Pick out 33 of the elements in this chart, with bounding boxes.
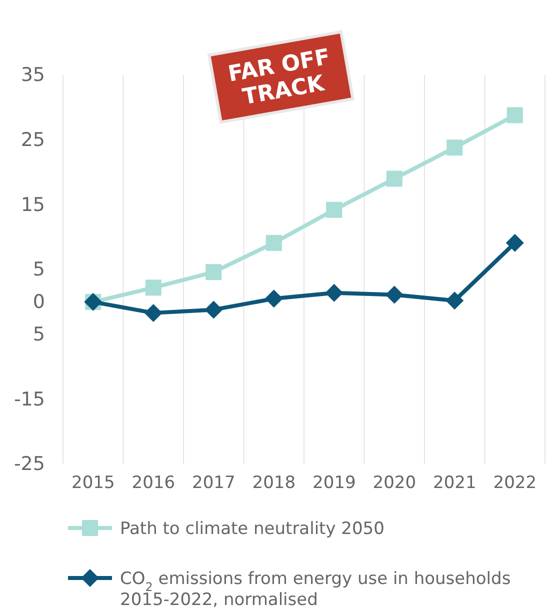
y-tick-label: 5 — [32, 258, 45, 281]
x-tick-label: 2021 — [432, 473, 476, 494]
point — [506, 234, 524, 252]
y-tick-label: 35 — [20, 64, 45, 86]
y-tick-label: -25 — [14, 453, 45, 476]
point — [506, 107, 523, 124]
x-tick-label: 2015 — [71, 473, 115, 494]
legend-label: CO$_{2}$ emissions from energy use in households 2015-2022, normalised — [120, 569, 511, 608]
y-tick-label: 0 — [32, 290, 45, 313]
y-tick-label: 15 — [20, 194, 45, 216]
y-tick-label: -15 — [14, 388, 45, 410]
legend-label: Path to climate neutrality 2050 — [120, 519, 384, 539]
point — [264, 290, 283, 308]
point — [326, 202, 342, 218]
x-tick-label: 2017 — [192, 473, 236, 494]
x-tick-label: 2016 — [132, 473, 176, 494]
y-tick-label: 25 — [20, 128, 45, 151]
point — [206, 264, 222, 280]
point — [386, 170, 402, 187]
x-tick-label: 2022 — [493, 473, 537, 494]
point — [385, 286, 404, 304]
x-tick-label: 2019 — [312, 473, 356, 494]
point — [446, 292, 464, 310]
x-tick-label: 2018 — [252, 473, 296, 494]
annotation: FAR OFF TRACK — [226, 44, 332, 110]
x-tick-label: 2020 — [372, 473, 416, 494]
point — [446, 140, 463, 156]
y-tick-label: 5 — [32, 323, 45, 346]
point — [266, 234, 282, 251]
point — [144, 304, 162, 322]
point — [325, 284, 344, 302]
point — [145, 280, 162, 296]
point — [204, 300, 223, 319]
